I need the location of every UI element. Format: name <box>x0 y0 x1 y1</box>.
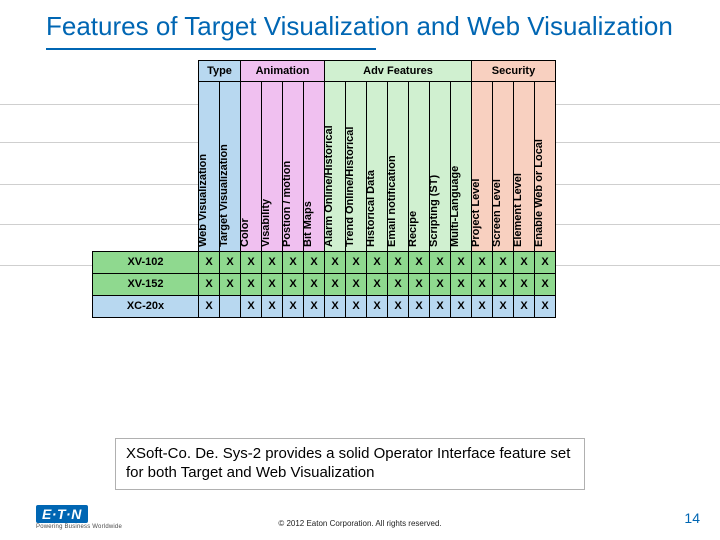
page-number: 14 <box>684 510 700 526</box>
column-header: Bit Maps <box>303 81 325 252</box>
logo-tagline: Powering Business Worldwide <box>36 524 122 530</box>
table-cell <box>219 295 241 318</box>
table-cell: X <box>282 273 304 296</box>
table-cell: X <box>450 273 472 296</box>
copyright: © 2012 Eaton Corporation. All rights res… <box>278 519 441 528</box>
column-header: Enable Web or Local <box>534 81 556 252</box>
table-cell: X <box>345 273 367 296</box>
table-cell: X <box>534 295 556 318</box>
table-cell: X <box>219 273 241 296</box>
table-cell: X <box>534 273 556 296</box>
table-cell: X <box>387 251 409 274</box>
table-cell: X <box>324 251 346 274</box>
title-underline <box>46 48 376 50</box>
table-cell: X <box>240 251 262 274</box>
table-row: XC-20xXXXXXXXXXXXXXXXX <box>92 296 612 318</box>
table-cell: X <box>492 251 514 274</box>
group-header: Security <box>471 60 556 82</box>
table-cell: X <box>219 251 241 274</box>
table-cell: X <box>366 295 388 318</box>
row-label: XC-20x <box>92 295 199 318</box>
column-header: Scripting (ST) <box>429 81 451 252</box>
table-cell: X <box>471 273 493 296</box>
table-cell: X <box>429 251 451 274</box>
table-cell: X <box>303 295 325 318</box>
table-row: XV-102XXXXXXXXXXXXXXXXX <box>92 252 612 274</box>
table-cell: X <box>513 251 535 274</box>
column-header: Historical Data <box>366 81 388 252</box>
table-cell: X <box>387 295 409 318</box>
table-cell: X <box>429 295 451 318</box>
column-header: Element Level <box>513 81 535 252</box>
column-header: Email notification <box>387 81 409 252</box>
table-cell: X <box>261 295 283 318</box>
table-cell: X <box>408 295 430 318</box>
table-cell: X <box>471 251 493 274</box>
table-cell: X <box>240 295 262 318</box>
table-cell: X <box>282 251 304 274</box>
column-header: Project Level <box>471 81 493 252</box>
table-cell: X <box>492 295 514 318</box>
logo-text: E·T·N <box>36 505 88 523</box>
group-header: Adv Features <box>324 60 472 82</box>
column-header: Alarm Online/Historical <box>324 81 346 252</box>
table-cell: X <box>324 295 346 318</box>
table-cell: X <box>366 251 388 274</box>
page-title: Features of Target Visualization and Web… <box>0 0 720 48</box>
caption-box: XSoft-Co. De. Sys-2 provides a solid Ope… <box>115 438 585 490</box>
table-cell: X <box>282 295 304 318</box>
table-cell: X <box>408 273 430 296</box>
column-header: Screen Level <box>492 81 514 252</box>
table-cell: X <box>198 295 220 318</box>
table-cell: X <box>450 295 472 318</box>
column-header: Multi-Language <box>450 81 472 252</box>
group-header: Type <box>198 60 241 82</box>
eaton-logo: E·T·N Powering Business Worldwide <box>36 505 122 530</box>
table-cell: X <box>366 273 388 296</box>
table-cell: X <box>261 273 283 296</box>
table-cell: X <box>198 251 220 274</box>
table-cell: X <box>534 251 556 274</box>
table-cell: X <box>429 273 451 296</box>
table-cell: X <box>198 273 220 296</box>
row-label: XV-152 <box>92 273 199 296</box>
column-header: Color <box>240 81 262 252</box>
table-cell: X <box>240 273 262 296</box>
table-cell: X <box>303 251 325 274</box>
feature-matrix: TypeAnimationAdv FeaturesSecurity Web Vi… <box>92 60 612 318</box>
table-cell: X <box>513 295 535 318</box>
group-header: Animation <box>240 60 325 82</box>
table-cell: X <box>303 273 325 296</box>
table-cell: X <box>261 251 283 274</box>
row-label: XV-102 <box>92 251 199 274</box>
column-header: Target Visualization <box>219 81 241 252</box>
table-cell: X <box>450 251 472 274</box>
column-header: Visability <box>261 81 283 252</box>
table-cell: X <box>345 251 367 274</box>
table-cell: X <box>471 295 493 318</box>
table-cell: X <box>387 273 409 296</box>
table-cell: X <box>324 273 346 296</box>
table-cell: X <box>513 273 535 296</box>
table-row: XV-152XXXXXXXXXXXXXXXXX <box>92 274 612 296</box>
column-header: Postion / motion <box>282 81 304 252</box>
column-header: Web Visualization <box>198 81 220 252</box>
table-cell: X <box>492 273 514 296</box>
column-header: Trend Online/Historical <box>345 81 367 252</box>
column-header: Recipe <box>408 81 430 252</box>
table-cell: X <box>408 251 430 274</box>
table-cell: X <box>345 295 367 318</box>
